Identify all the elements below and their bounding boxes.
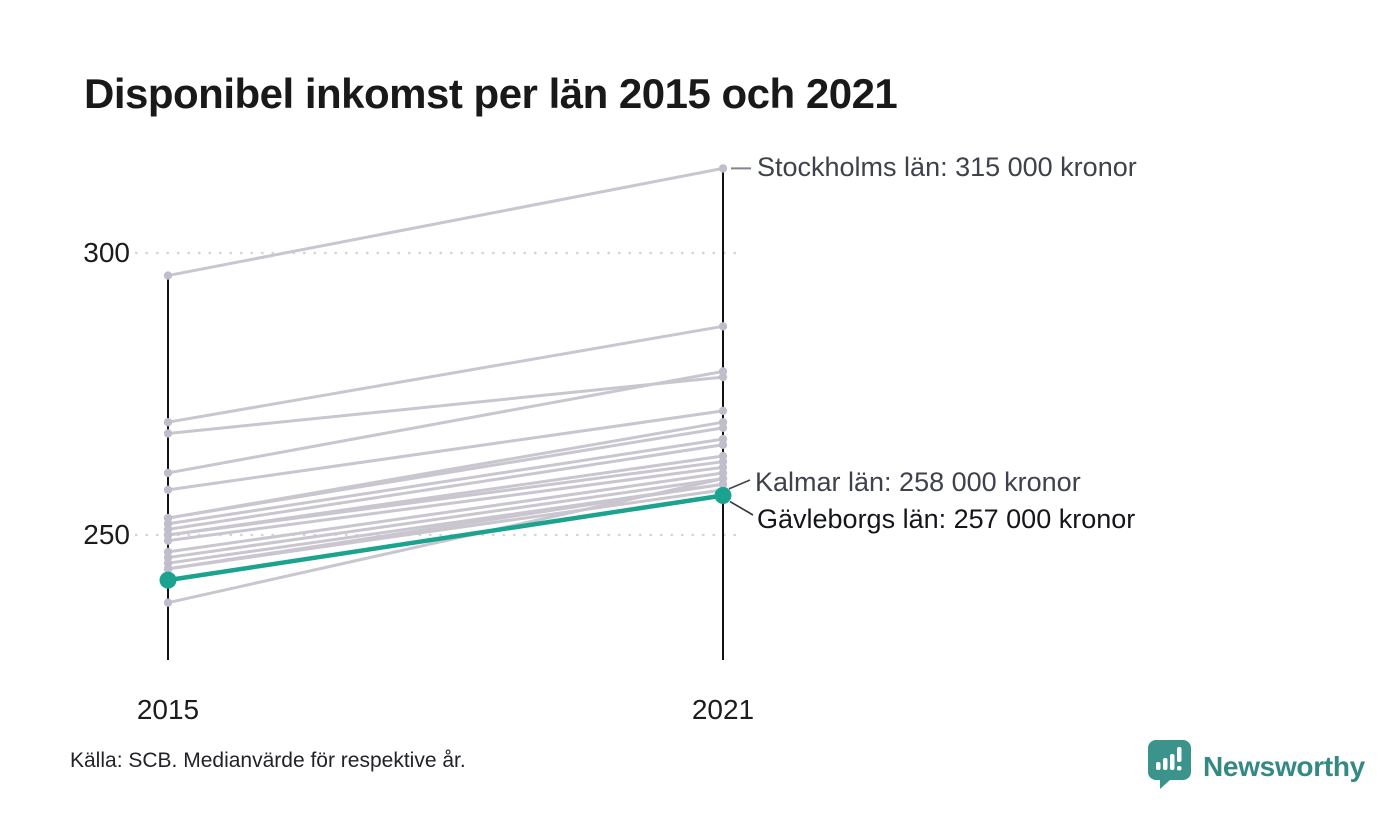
- annotation-gavleborg: Gävleborgs län: 257 000 kronor: [757, 504, 1136, 534]
- x-axis-label-2015: 2015: [136, 694, 200, 725]
- annotation-stockholm: Stockholms län: 315 000 kronor: [757, 152, 1137, 182]
- brand-logo: Newsworthy: [1146, 739, 1365, 794]
- page-title: Disponibel inkomst per län 2015 och 2021: [84, 70, 898, 117]
- source-note: Källa: SCB. Medianvärde för respektive å…: [70, 749, 466, 772]
- y-axis-tick-300: 300: [83, 237, 130, 268]
- newsworthy-bubble-chart-icon: [1146, 739, 1193, 794]
- brand-name: Newsworthy: [1203, 750, 1365, 782]
- x-axis-label-2021: 2021: [691, 694, 755, 725]
- y-axis-tick-250: 250: [83, 519, 130, 550]
- annotation-kalmar: Kalmar län: 258 000 kronor: [755, 467, 1081, 497]
